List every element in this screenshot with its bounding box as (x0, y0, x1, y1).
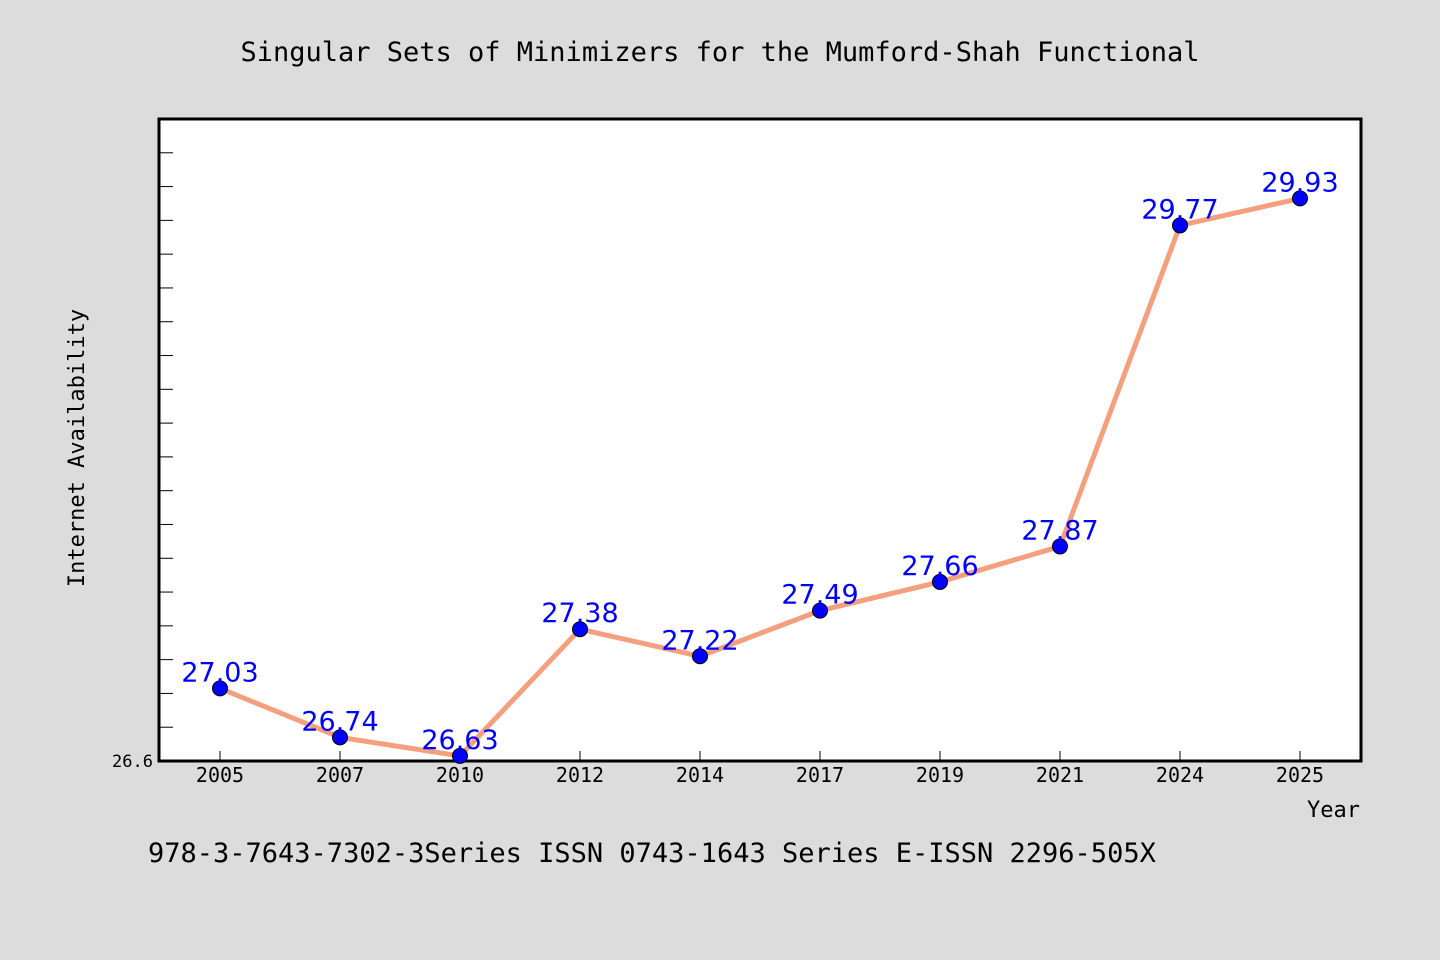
plot-area (157, 117, 1363, 763)
series-layer: 27.03 26.74 26.63 27.38 27.22 27.49 27.66 27.87… (181, 167, 1339, 764)
x-tick-label: 2019 (916, 763, 964, 787)
data-point (1052, 538, 1068, 555)
x-tick-label: 2010 (436, 763, 484, 787)
x-tick-label: 2025 (1276, 763, 1324, 787)
x-tick-label: 2005 (196, 763, 244, 787)
data-label: 26.63 (421, 725, 498, 756)
x-tick-label: 2017 (796, 763, 844, 787)
x-tick-label: 2012 (556, 763, 604, 787)
data-point (1292, 190, 1308, 207)
footer-isbn-text: 978-3-7643-7302-3Series ISSN 0743-1643 S… (148, 838, 1156, 869)
y-tick-label: 26.6 (112, 752, 153, 772)
data-label: 27.66 (901, 551, 978, 582)
data-point (692, 648, 708, 665)
data-point (572, 621, 588, 638)
x-axis-ticks: 2005 2007 2010 2012 2014 2017 2019 2021 2024 2025 (196, 751, 1324, 787)
series-line (217, 195, 1303, 759)
data-label: 29.93 (1261, 167, 1338, 198)
data-point (212, 680, 228, 697)
x-tick-label: 2021 (1036, 763, 1084, 787)
data-point (332, 729, 348, 746)
data-label: 29.77 (1141, 194, 1218, 225)
data-label: 27.22 (661, 625, 738, 656)
x-tick-label: 2024 (1156, 763, 1204, 787)
data-label: 27.38 (541, 598, 618, 629)
chart-title: Singular Sets of Minimizers for the Mumf… (240, 37, 1199, 68)
data-label: 27.87 (1021, 515, 1098, 546)
data-point (1172, 217, 1188, 234)
x-axis-label: Year (1307, 798, 1360, 823)
x-tick-label: 2007 (316, 763, 364, 787)
x-tick-label: 2014 (676, 763, 724, 787)
data-point (812, 602, 828, 619)
data-label: 27.49 (781, 580, 858, 611)
y-axis-minor-ticks (159, 118, 173, 762)
data-label: 26.74 (301, 706, 378, 737)
data-label: 27.03 (181, 657, 258, 688)
data-point (932, 573, 948, 590)
y-axis-label: Internet Availability (65, 309, 90, 587)
data-point (452, 747, 468, 764)
